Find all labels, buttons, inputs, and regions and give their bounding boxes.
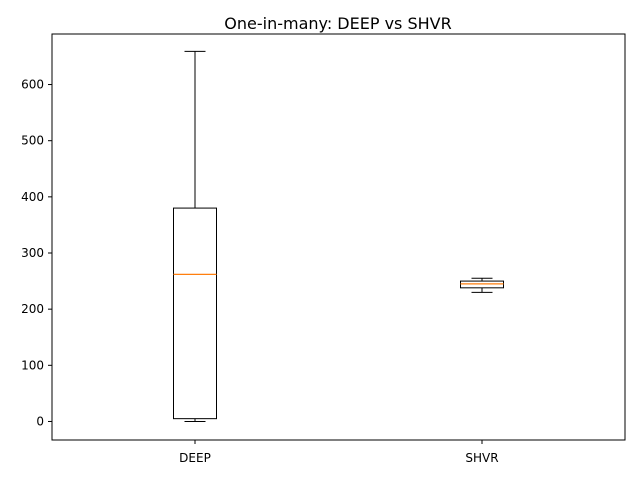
iqr-box [173, 207, 217, 420]
y-tick-label: 0 [36, 414, 44, 428]
y-tick-label: 300 [21, 246, 44, 260]
y-axis: 0 100 200 300 400 500 600 [21, 78, 52, 428]
y-tick-label: 600 [21, 78, 44, 92]
x-tick-label: DEEP [179, 451, 211, 465]
y-tick-label: 400 [21, 190, 44, 204]
box-deep [173, 50, 217, 422]
y-tick-label: 200 [21, 302, 44, 316]
x-axis: DEEP SHVR [179, 440, 499, 465]
x-tick-label: SHVR [465, 451, 498, 465]
plot-frame [51, 33, 626, 441]
box-shvr [460, 277, 504, 293]
y-tick-label: 500 [21, 134, 44, 148]
boxes [173, 50, 504, 422]
chart-title: One-in-many: DEEP vs SHVR [224, 14, 451, 33]
y-tick-label: 100 [21, 358, 44, 372]
